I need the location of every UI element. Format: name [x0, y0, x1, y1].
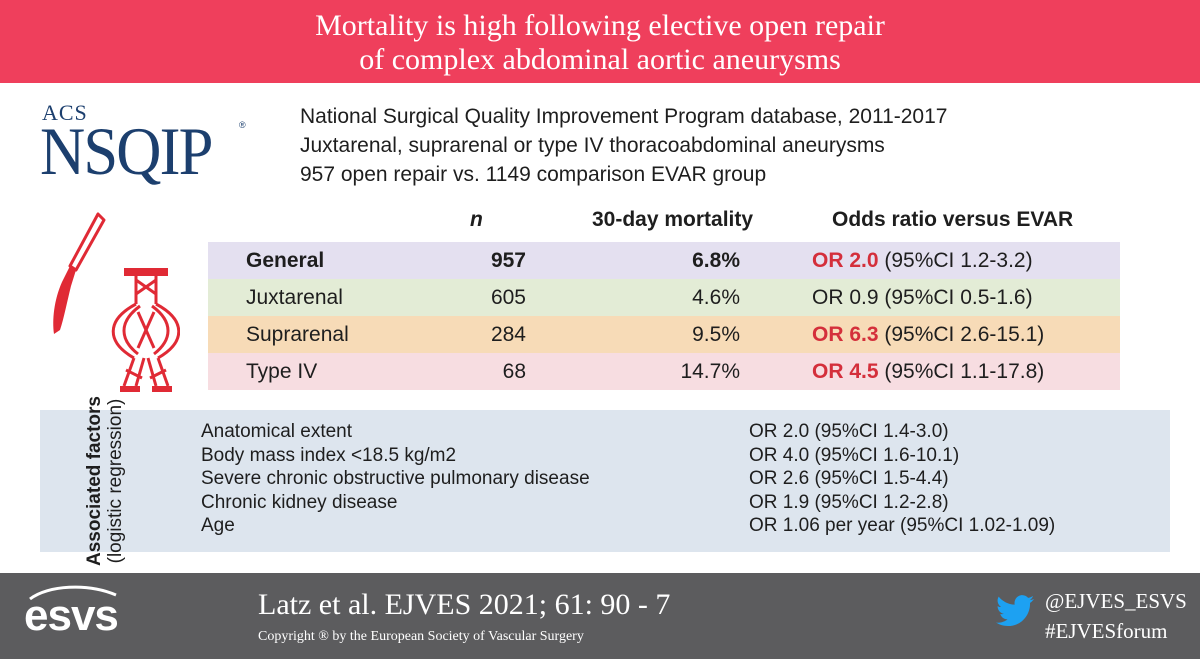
study-description: National Surgical Quality Improvement Pr…: [300, 102, 947, 189]
copyright: Copyright ® by the European Society of V…: [258, 629, 584, 644]
esvs-arc-icon: [29, 585, 117, 601]
header-banner: Mortality is high following elective ope…: [0, 0, 1200, 83]
row-or-value: OR 4.5: [812, 360, 879, 383]
factor-name: Chronic kidney disease: [201, 491, 398, 513]
aorta-stent-icon: [111, 268, 180, 392]
row-label: Suprarenal: [246, 323, 349, 346]
row-mortality: 6.8%: [692, 249, 740, 272]
row-ci: (95%CI 2.6-15.1): [878, 323, 1045, 346]
title-line-2: of complex abdominal aortic aneurysms: [359, 43, 841, 76]
procedure-icons: [53, 212, 180, 392]
row-n: 68: [502, 360, 526, 383]
twitter-icon: [996, 595, 1034, 627]
row-n: 957: [490, 249, 526, 272]
citation: Latz et al. EJVES 2021; 61: 90 - 7: [258, 588, 671, 621]
associated-factors-heading: Associated factors: [84, 395, 105, 567]
row-ci: (95%CI 1.1-17.8): [878, 360, 1045, 383]
twitter-handle[interactable]: @EJVES_ESVS: [1045, 589, 1187, 613]
row-label: Juxtarenal: [246, 286, 343, 309]
row-mortality: 9.5%: [692, 323, 740, 346]
hashtag[interactable]: #EJVESforum: [1045, 619, 1168, 643]
logo-registered-mark: ®: [239, 120, 246, 130]
row-mortality: 4.6%: [692, 286, 740, 309]
esvs-logo: esvs: [24, 585, 124, 645]
table-row: Type IV 68 14.7% OR 4.5 (95%CI 1.1-17.8): [208, 353, 1120, 390]
table-row: Juxtarenal 605 4.6% OR 0.9 (95%CI 0.5-1.…: [208, 279, 1120, 316]
row-label: Type IV: [246, 360, 318, 383]
header-odds-ratio: Odds ratio versus EVAR: [832, 208, 1074, 231]
row-ci: (95%CI 1.2-3.2): [878, 249, 1033, 272]
factor-name: Body mass index <18.5 kg/m2: [201, 444, 457, 466]
row-odds-ratio: OR 6.3 (95%CI 2.6-15.1): [812, 316, 1044, 353]
row-n: 605: [490, 286, 526, 309]
factor-value: OR 1.9 (95%CI 1.2-2.8): [749, 491, 949, 513]
row-odds-ratio: OR 4.5 (95%CI 1.1-17.8): [812, 353, 1044, 390]
intro-line-aneurysms: Juxtarenal, suprarenal or type IV thorac…: [300, 134, 885, 157]
table-row: General 957 6.8% OR 2.0 (95%CI 1.2-3.2): [208, 242, 1120, 279]
logo-nsqip-text: NSQIP: [40, 113, 213, 189]
row-or-value: OR 0.9: [812, 286, 879, 309]
table-row: Suprarenal 284 9.5% OR 6.3 (95%CI 2.6-15…: [208, 316, 1120, 353]
row-label: General: [246, 249, 325, 272]
row-or-value: OR 6.3: [812, 323, 879, 346]
associated-factors-panel: Associated factors (logistic regression)…: [40, 396, 1170, 566]
factor-name: Age: [201, 515, 235, 536]
row-odds-ratio: OR 2.0 (95%CI 1.2-3.2): [812, 242, 1033, 279]
associated-factors-subheading: (logistic regression): [105, 398, 126, 564]
factor-value: OR 1.06 per year (95%CI 1.02-1.09): [749, 515, 1056, 536]
scalpel-icon: [53, 212, 106, 334]
associated-factors-title: Associated factors (logistic regression): [50, 396, 160, 566]
results-table-header: n 30-day mortality Odds ratio versus EVA…: [0, 208, 1200, 236]
footer-bar: esvs Latz et al. EJVES 2021; 61: 90 - 7 …: [0, 573, 1200, 659]
row-ci: (95%CI 0.5-1.6): [878, 286, 1033, 309]
intro-line-groups: 957 open repair vs. 1149 comparison EVAR…: [300, 163, 767, 186]
factor-value: OR 2.6 (95%CI 1.5-4.4): [749, 468, 949, 489]
row-n: 284: [490, 323, 526, 346]
row-or-value: OR 2.0: [812, 249, 879, 272]
factor-value: OR 2.0 (95%CI 1.4-3.0): [749, 421, 949, 442]
row-mortality: 14.7%: [680, 360, 740, 383]
factor-value: OR 4.0 (95%CI 1.6-10.1): [749, 444, 960, 466]
esvs-logo-text: esvs: [24, 591, 119, 640]
header-n: n: [470, 208, 483, 231]
factor-name: Severe chronic obstructive pulmonary dis…: [201, 468, 590, 489]
factor-name: Anatomical extent: [201, 421, 353, 442]
intro-line-database: National Surgical Quality Improvement Pr…: [300, 105, 948, 128]
logo-acs-text: ACS: [42, 100, 88, 125]
row-odds-ratio: OR 0.9 (95%CI 0.5-1.6): [812, 279, 1033, 316]
acs-nsqip-logo: ACS NSQIP ®: [38, 98, 248, 189]
results-table: General 957 6.8% OR 2.0 (95%CI 1.2-3.2) …: [208, 242, 1120, 390]
header-mortality: 30-day mortality: [592, 208, 754, 231]
title-line-1: Mortality is high following elective ope…: [315, 9, 885, 42]
